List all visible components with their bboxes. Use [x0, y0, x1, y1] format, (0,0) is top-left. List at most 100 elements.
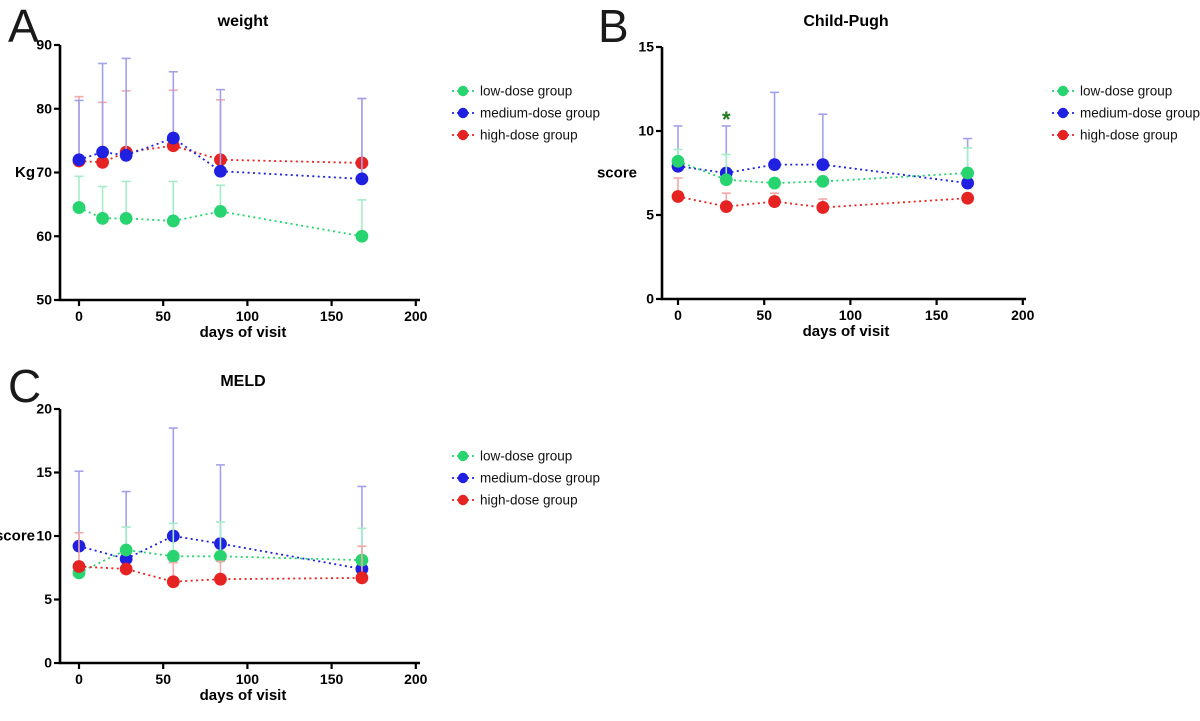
marker-low-dose-group — [119, 543, 133, 557]
marker-low-dose-group — [816, 175, 830, 188]
x-tick-label: 0 — [674, 307, 682, 323]
legend-marker-icon — [457, 107, 469, 119]
legend-label: medium-dose group — [480, 471, 600, 486]
x-tick-label: 150 — [320, 308, 344, 324]
panel-letter: B — [598, 0, 629, 52]
y-tick-label: 15 — [638, 39, 654, 55]
marker-low-dose-group — [768, 176, 781, 190]
marker-medium-dose-group — [214, 164, 227, 178]
marker-low-dose-group — [166, 549, 180, 563]
y-tick-label: 80 — [36, 100, 52, 116]
marker-low-dose-group — [166, 214, 180, 228]
marker-medium-dose-group — [166, 131, 180, 145]
y-tick-label: 5 — [44, 591, 52, 607]
legend-marker-icon — [1057, 129, 1069, 141]
series-medium-dose-group — [72, 57, 369, 186]
marker-low-dose-group — [671, 154, 685, 168]
marker-low-dose-group — [72, 201, 86, 214]
axis-spines — [58, 409, 420, 665]
panel-c-chart: CMELD05101520050100150200scoredays of vi… — [0, 360, 600, 704]
axis-spines — [58, 45, 420, 302]
marker-high-dose-group — [166, 575, 180, 589]
y-tick-label: 60 — [36, 228, 52, 244]
legend-marker-icon — [457, 472, 469, 484]
y-tick-label: 0 — [646, 291, 654, 307]
marker-low-dose-group — [96, 212, 109, 225]
x-tick-label: 100 — [236, 308, 260, 324]
legend-item-medium-dose-group: medium-dose group — [452, 106, 600, 121]
legend-marker-icon — [457, 129, 469, 141]
marker-low-dose-group — [214, 549, 227, 563]
significance-asterisk: * — [722, 107, 731, 132]
series-low-dose-group — [72, 521, 369, 580]
y-axis-label: score — [0, 528, 35, 545]
marker-low-dose-group — [961, 166, 975, 180]
marker-high-dose-group — [719, 200, 733, 214]
legend-item-low-dose-group: low-dose group — [452, 84, 572, 99]
marker-high-dose-group — [961, 191, 975, 205]
marker-high-dose-group — [355, 571, 369, 585]
legend-marker-icon — [1057, 107, 1069, 119]
x-axis-label: days of visit — [803, 323, 890, 340]
x-tick-label: 50 — [155, 671, 171, 687]
series-high-dose-group — [671, 177, 975, 214]
y-tick-label: 50 — [36, 292, 52, 308]
legend-item-low-dose-group: low-dose group — [1052, 84, 1172, 99]
x-tick-label: 100 — [236, 671, 260, 687]
series-line — [78, 137, 362, 180]
legend-label: low-dose group — [480, 449, 572, 464]
marker-low-dose-group — [119, 212, 133, 225]
x-tick-label: 0 — [75, 671, 83, 687]
marker-low-dose-group — [214, 204, 227, 218]
legend-label: high-dose group — [1080, 128, 1178, 143]
marker-high-dose-group — [72, 560, 86, 573]
x-tick-label: 0 — [75, 308, 83, 324]
x-tick-label: 100 — [839, 307, 863, 323]
chart-title: MELD — [220, 373, 265, 390]
series-low-dose-group — [72, 175, 369, 243]
y-tick-label: 20 — [36, 401, 52, 417]
marker-low-dose-group — [355, 229, 369, 243]
marker-high-dose-group — [119, 562, 133, 576]
legend-item-low-dose-group: low-dose group — [452, 449, 572, 464]
series-line — [78, 565, 362, 583]
legend-item-high-dose-group: high-dose group — [452, 128, 578, 143]
x-tick-label: 150 — [320, 671, 344, 687]
y-tick-label: 5 — [646, 207, 654, 223]
legend-item-medium-dose-group: medium-dose group — [452, 471, 600, 486]
legend-label: high-dose group — [480, 493, 578, 508]
legend-item-high-dose-group: high-dose group — [452, 493, 578, 508]
legend-label: medium-dose group — [1080, 106, 1200, 121]
y-tick-label: 90 — [36, 37, 52, 53]
legend-marker-icon — [1057, 85, 1069, 97]
marker-medium-dose-group — [119, 148, 133, 162]
marker-medium-dose-group — [96, 145, 109, 159]
legend-label: medium-dose group — [480, 106, 600, 121]
y-tick-label: 10 — [638, 123, 654, 139]
y-tick-label: 10 — [36, 528, 52, 544]
marker-medium-dose-group — [768, 158, 781, 172]
legend: low-dose group medium-dose group high-dose… — [452, 84, 600, 143]
y-tick-label: 0 — [44, 655, 52, 671]
series-low-dose-group — [671, 147, 975, 190]
x-tick-label: 50 — [756, 307, 772, 323]
x-tick-label: 200 — [404, 308, 428, 324]
panel-letter: A — [8, 0, 39, 52]
marker-medium-dose-group — [72, 153, 86, 167]
legend-marker-icon — [457, 450, 469, 462]
marker-medium-dose-group — [119, 552, 133, 566]
legend-item-high-dose-group: high-dose group — [1052, 128, 1178, 143]
panel-letter: C — [8, 360, 41, 412]
y-axis-label: Kg — [15, 164, 35, 181]
marker-high-dose-group — [96, 155, 109, 169]
marker-high-dose-group — [214, 572, 227, 586]
legend-label: low-dose group — [1080, 84, 1172, 99]
legend-marker-icon — [457, 494, 469, 506]
x-tick-label: 200 — [404, 671, 428, 687]
marker-high-dose-group — [768, 195, 781, 208]
legend: low-dose group medium-dose group high-dose… — [1052, 84, 1200, 143]
legend-label: high-dose group — [480, 128, 578, 143]
